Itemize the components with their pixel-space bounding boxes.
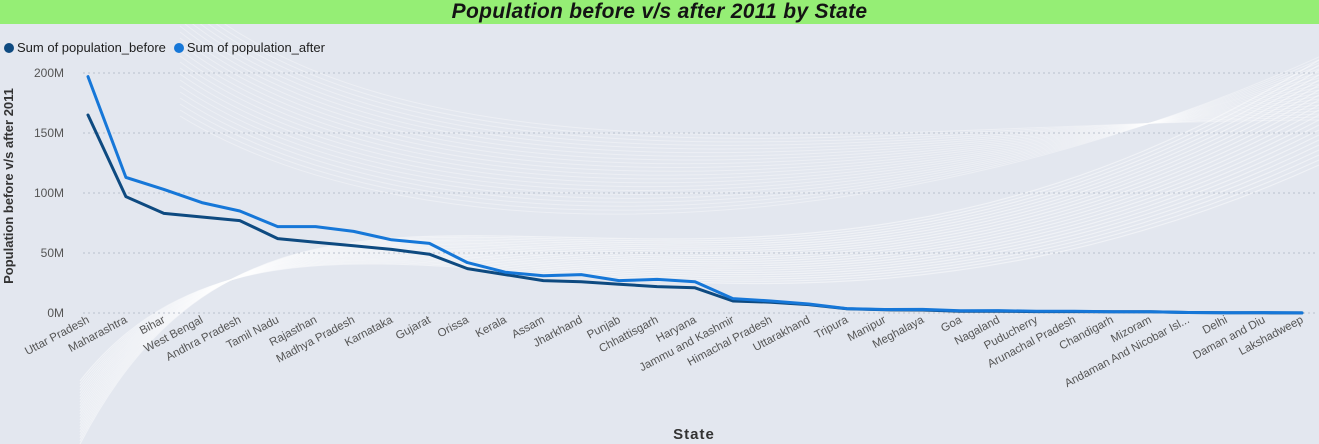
legend-label-after: Sum of population_after bbox=[186, 40, 325, 55]
legend: Sum of population_before Sum of populati… bbox=[4, 40, 325, 55]
x-tick-label: Gujarat bbox=[394, 314, 434, 343]
y-tick-label: 50M bbox=[41, 246, 64, 260]
title-bar: Population before v/s after 2011 by Stat… bbox=[0, 0, 1319, 24]
legend-marker-after bbox=[173, 42, 184, 53]
y-tick-label: 150M bbox=[34, 126, 64, 140]
legend-item-before[interactable]: Sum of population_before bbox=[4, 40, 166, 55]
x-tick-label: Tripura bbox=[813, 314, 851, 342]
x-tick-label: Lakshadweep bbox=[1237, 314, 1305, 358]
x-tick-label: Kerala bbox=[474, 314, 510, 340]
legend-marker-before bbox=[4, 42, 14, 53]
x-axis-title: State bbox=[673, 426, 715, 443]
legend-label-before: Sum of population_before bbox=[17, 40, 166, 55]
y-tick-label: 0M bbox=[47, 306, 64, 320]
x-tick-label: Orissa bbox=[436, 314, 472, 340]
y-axis-title: Population before v/s after 2011 bbox=[1, 88, 16, 284]
series-line-after bbox=[86, 75, 1304, 315]
y-tick-label: 100M bbox=[34, 186, 64, 200]
x-tick-label: Goa bbox=[939, 314, 964, 335]
legend-item-after[interactable]: Sum of population_after bbox=[173, 40, 325, 55]
y-tick-label: 200M bbox=[34, 66, 64, 80]
chart-title: Population before v/s after 2011 by Stat… bbox=[451, 0, 868, 23]
